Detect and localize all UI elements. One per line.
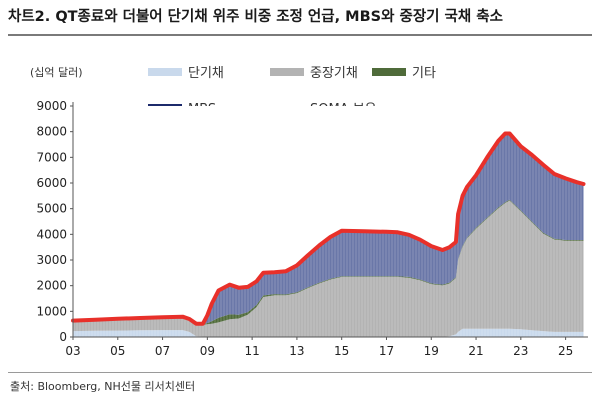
legend-item-2: 기타: [372, 66, 436, 81]
soma-line: [71, 131, 586, 326]
x-tick-label: 23: [513, 344, 528, 358]
y-tick-label: 2000: [36, 279, 67, 293]
legend-swatch: [270, 68, 304, 76]
soma-holdings-chart: (십억 달러) 단기채중장기채기타MBSSOMA 보유 010002000300…: [30, 66, 588, 358]
y-tick-label: 8000: [36, 125, 67, 139]
y-tick-label: 6000: [36, 176, 67, 190]
x-tick-label: 17: [379, 344, 394, 358]
plot-area: [71, 106, 588, 337]
legend-label: 중장기채: [310, 66, 358, 81]
legend-swatch: [148, 68, 182, 76]
x-tick-label: 09: [200, 344, 215, 358]
above-area-mask: [73, 106, 588, 324]
source-rule: [8, 372, 592, 373]
x-tick-label: 03: [65, 344, 80, 358]
y-tick-label: 1000: [36, 304, 67, 318]
x-tick-label: 07: [155, 344, 170, 358]
y-axis-label: (십억 달러): [30, 66, 83, 79]
y-tick-label: 9000: [36, 99, 67, 113]
x-tick-label: 13: [289, 344, 304, 358]
x-tick-label: 05: [110, 344, 125, 358]
y-tick-label: 4000: [36, 227, 67, 241]
y-tick-label: 0: [59, 330, 67, 344]
x-tick-label: 25: [558, 344, 573, 358]
axes: 0 1000 2000 3000 4000 5000 6000 7000 8000 9000 03 0…: [36, 99, 588, 358]
legend-label: 기타: [412, 66, 436, 81]
chart-title: 차트2. QT종료와 더불어 단기채 위주 비중 조정 언급, MBS와 중장기…: [8, 9, 503, 25]
legend-item-0: 단기채: [148, 66, 224, 81]
x-tick-label: 19: [424, 344, 439, 358]
y-tick-label: 7000: [36, 150, 67, 164]
x-tick-label: 11: [244, 344, 259, 358]
x-tick-label: 15: [334, 344, 349, 358]
source-note: 출처: Bloomberg, NH선물 리서치센터: [10, 380, 196, 393]
area-series-1: [73, 200, 584, 337]
area-series-0: [73, 328, 584, 337]
legend-swatch: [372, 68, 406, 76]
x-tick-label: 21: [468, 344, 483, 358]
legend-item-1: 중장기채: [270, 66, 358, 81]
title-rule: [8, 34, 592, 36]
legend-label: 단기채: [188, 66, 224, 81]
area-series-3: [73, 133, 584, 324]
y-tick-label: 3000: [36, 253, 67, 267]
y-tick-label: 5000: [36, 202, 67, 216]
